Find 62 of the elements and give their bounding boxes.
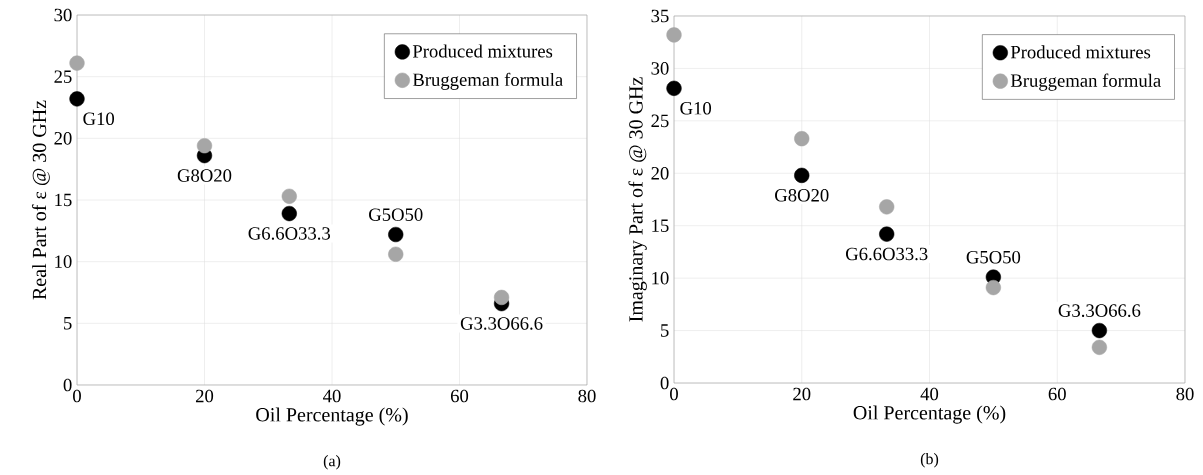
point	[196, 138, 213, 154]
x-tick-label: 60	[1048, 387, 1066, 401]
point	[879, 226, 895, 242]
x-tick-label: 0	[670, 387, 678, 401]
y-tick-label: 25	[54, 70, 72, 83]
annotation: G3.3O66.6	[460, 317, 543, 330]
point	[281, 205, 297, 222]
x-tick-label: 80	[1176, 387, 1194, 401]
y-tick-label: 5	[661, 324, 669, 337]
point	[281, 188, 297, 204]
y-tick-label: 0	[660, 376, 669, 390]
annotation: G5O50	[966, 250, 1021, 264]
annotation: G6.6O33.3	[846, 247, 928, 261]
y-axis-title: Real Part of ε @ 30 GHz	[31, 100, 50, 300]
annotation: G10	[680, 101, 712, 115]
y-tick-label: 20	[651, 166, 669, 180]
point	[666, 27, 682, 43]
annotation: G8O20	[177, 169, 232, 182]
x-tick-label: 40	[920, 387, 939, 401]
y-tick-label: 15	[55, 193, 72, 207]
annotation: G8O20	[775, 188, 829, 202]
annotation: G5O50	[369, 208, 423, 221]
y-tick-label: 25	[651, 114, 669, 128]
x-tick-label: 40	[323, 389, 341, 403]
text: (b)	[920, 453, 939, 468]
point	[666, 80, 682, 96]
y-tick-label: 35	[651, 9, 669, 23]
x-axis-title: Oil Percentage (%)	[256, 407, 408, 426]
point	[879, 199, 895, 215]
legend-label: Produced mixtures	[1010, 45, 1151, 59]
point	[69, 91, 85, 107]
point	[388, 246, 404, 262]
y-tick-label: 30	[54, 8, 72, 22]
y-tick-label: 30	[651, 62, 669, 75]
point	[794, 131, 810, 147]
x-tick-label: 20	[195, 389, 214, 403]
annotation: G3.3O66.6	[1058, 304, 1141, 317]
point	[69, 55, 85, 71]
y-tick-label: 20	[54, 132, 72, 145]
x-tick-label: 80	[578, 389, 596, 403]
y-tick-label: 5	[64, 317, 72, 330]
text: (a)	[323, 455, 341, 470]
legend-label: Bruggeman formula	[1010, 73, 1161, 91]
point	[1091, 339, 1108, 355]
y-tick-label: 10	[652, 271, 669, 285]
legend-label: Bruggeman formula	[412, 72, 563, 90]
y-axis-title: Imaginary Part of ε @ 30 GHz	[628, 77, 647, 322]
x-axis-title: Oil Percentage (%)	[853, 405, 1006, 424]
legend-label: Produced mixtures	[412, 44, 553, 58]
y-tick-label: 10	[55, 255, 72, 268]
y-tick-label: 0	[63, 378, 72, 392]
point	[794, 167, 810, 183]
point	[388, 226, 404, 243]
x-tick-label: 0	[73, 389, 81, 403]
annotation: G10	[83, 112, 115, 126]
x-tick-label: 60	[450, 389, 469, 403]
point	[493, 289, 510, 306]
annotation: G6.6O33.3	[248, 227, 331, 240]
point	[985, 279, 1001, 296]
x-tick-label: 20	[793, 387, 811, 401]
point	[1091, 322, 1108, 339]
y-tick-label: 15	[652, 219, 669, 232]
